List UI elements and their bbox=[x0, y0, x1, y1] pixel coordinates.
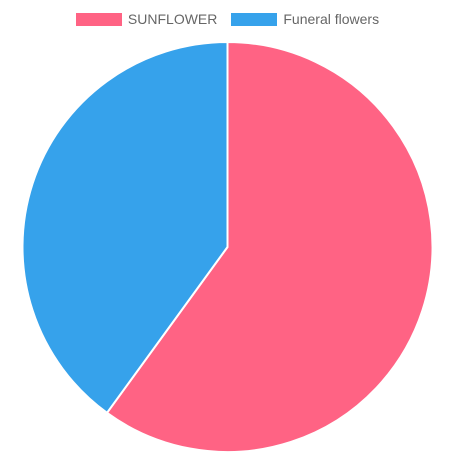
legend-label-sunflower: SUNFLOWER bbox=[127, 11, 218, 27]
legend-label-funeral-flowers: Funeral flowers bbox=[283, 11, 380, 27]
legend-swatch-sunflower bbox=[75, 12, 122, 26]
chart-legend: SUNFLOWER Funeral flowers bbox=[0, 9, 455, 29]
pie-slice-funeral-flowers[interactable] bbox=[21, 41, 229, 414]
legend-swatch-funeral-flowers bbox=[231, 12, 278, 26]
legend-item-funeral-flowers[interactable]: Funeral flowers bbox=[231, 11, 379, 27]
pie-slice-sunflower[interactable] bbox=[106, 41, 434, 453]
legend-item-sunflower[interactable]: SUNFLOWER bbox=[75, 11, 218, 27]
